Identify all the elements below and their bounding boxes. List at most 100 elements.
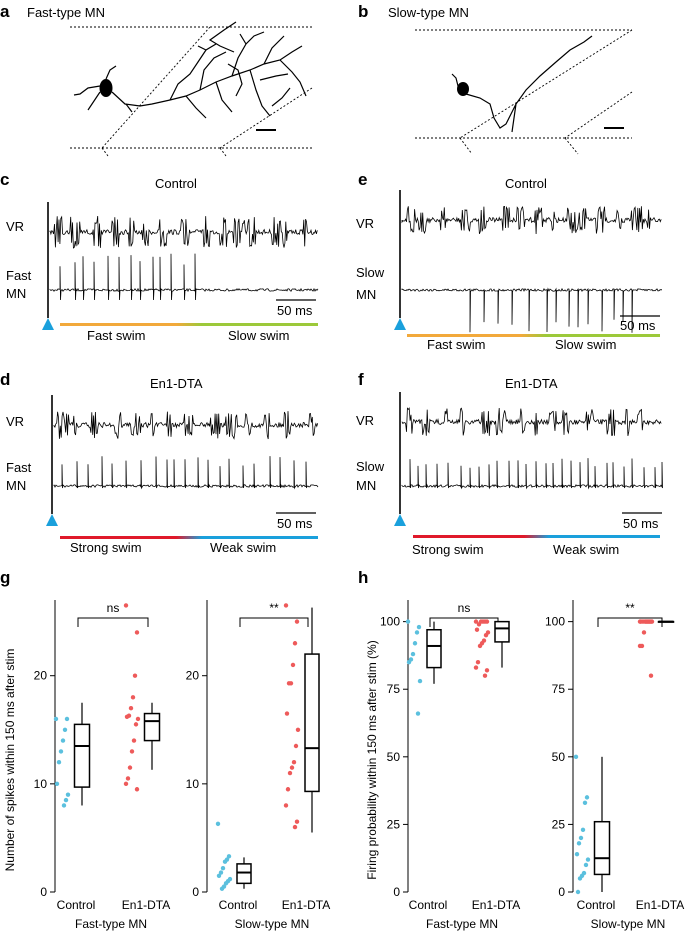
data-point bbox=[412, 641, 418, 646]
data-point bbox=[133, 722, 139, 727]
x-category-label: Control bbox=[57, 898, 96, 912]
panel-letter-b: b bbox=[358, 2, 369, 21]
stim-marker bbox=[46, 514, 58, 526]
series-En1-DTA bbox=[637, 619, 675, 678]
y-tick-label: 0 bbox=[393, 885, 400, 899]
panel-f-title: En1-DTA bbox=[505, 376, 558, 391]
ephys-traces bbox=[42, 190, 663, 539]
x-category-label: En1-DTA bbox=[282, 898, 330, 912]
panel-f-vr-label: VR bbox=[356, 413, 375, 428]
fast-mn-morphology bbox=[70, 21, 313, 157]
significance-bracket bbox=[77, 617, 149, 627]
data-point bbox=[56, 760, 62, 765]
data-point bbox=[128, 705, 134, 711]
panel-f-swim-label-1: Strong swim bbox=[412, 542, 484, 557]
data-point bbox=[54, 781, 60, 787]
panel-d-mn-label-2: MN bbox=[6, 478, 27, 493]
data-point bbox=[475, 659, 481, 665]
panel-b-title: Slow-type MN bbox=[388, 5, 469, 20]
data-point bbox=[474, 627, 480, 632]
data-point bbox=[414, 630, 420, 635]
chart-h-slow: 0 25 50 75 100 Control En1-DTA Slow-type MN ** bbox=[545, 600, 684, 931]
series-Control bbox=[573, 754, 611, 895]
panel-e-mn-label-2: MN bbox=[356, 287, 377, 302]
stim-marker bbox=[394, 514, 406, 526]
data-point bbox=[473, 665, 479, 670]
series-En1-DTA bbox=[123, 603, 161, 792]
data-point bbox=[641, 630, 647, 635]
panel-c-scale-label: 50 ms bbox=[277, 303, 313, 318]
data-point bbox=[134, 630, 140, 635]
stim-marker bbox=[42, 318, 54, 330]
box-plots: 0 10 20 Number of spikes within 150 ms afte… bbox=[3, 600, 684, 931]
data-point bbox=[223, 881, 229, 886]
x-axis-label: Fast-type MN bbox=[426, 917, 498, 931]
swim-phase-bar bbox=[407, 334, 660, 337]
mn-trace bbox=[401, 458, 663, 490]
series-En1-DTA bbox=[283, 603, 320, 833]
y-tick-label: 75 bbox=[552, 682, 566, 696]
box-iqr bbox=[236, 863, 252, 885]
data-point bbox=[575, 889, 581, 895]
data-point bbox=[580, 827, 586, 833]
data-point bbox=[637, 643, 643, 649]
data-point bbox=[222, 859, 228, 864]
swim-phase-bar bbox=[60, 536, 318, 539]
panel-d-scale-label: 50 ms bbox=[277, 516, 313, 531]
y-tick-label: 25 bbox=[552, 817, 566, 831]
data-point bbox=[410, 651, 416, 657]
significance-bracket bbox=[239, 617, 309, 627]
x-category-label: En1-DTA bbox=[472, 898, 520, 912]
data-point bbox=[286, 681, 292, 686]
data-point bbox=[585, 857, 591, 862]
data-point bbox=[60, 738, 66, 743]
data-point bbox=[61, 803, 67, 808]
data-point bbox=[284, 711, 290, 716]
panel-d-traces bbox=[46, 395, 319, 539]
vr-trace bbox=[401, 205, 662, 235]
box-iqr bbox=[426, 628, 442, 669]
data-point bbox=[125, 776, 131, 781]
data-point bbox=[62, 727, 68, 732]
panel-e-mn-label-1: Slow bbox=[356, 265, 385, 280]
significance-label: ** bbox=[269, 601, 279, 615]
y-tick-label: 50 bbox=[387, 750, 401, 764]
data-point bbox=[132, 673, 138, 678]
chart-g-fast: 0 10 20 Number of spikes within 150 ms afte… bbox=[3, 600, 170, 931]
data-point bbox=[134, 787, 140, 792]
data-point bbox=[64, 716, 70, 722]
panel-letter-c: c bbox=[0, 170, 10, 189]
data-point bbox=[135, 716, 141, 722]
panel-e-vr-label: VR bbox=[356, 216, 375, 231]
x-category-label: Control bbox=[577, 898, 616, 912]
y-tick-label: 20 bbox=[186, 669, 200, 683]
panel-a-title: Fast-type MN bbox=[27, 5, 106, 20]
x-category-label: Control bbox=[409, 898, 448, 912]
x-axis-label: Fast-type MN bbox=[75, 917, 147, 931]
data-point bbox=[416, 624, 422, 630]
y-tick-label: 10 bbox=[34, 777, 48, 791]
x-axis-label: Slow-type MN bbox=[235, 917, 310, 931]
data-point bbox=[283, 603, 289, 608]
data-point bbox=[123, 781, 129, 787]
data-point bbox=[638, 619, 644, 624]
series-Control bbox=[53, 702, 91, 808]
data-point bbox=[124, 714, 130, 719]
y-tick-label: 0 bbox=[558, 885, 565, 899]
data-point bbox=[215, 821, 221, 827]
panel-e-swim-label-2: Slow swim bbox=[555, 337, 617, 352]
panel-f-mn-label-2: MN bbox=[356, 478, 377, 493]
data-point bbox=[291, 760, 297, 765]
data-point bbox=[582, 800, 588, 805]
data-point bbox=[226, 854, 232, 859]
mn-trace bbox=[401, 287, 663, 333]
x-axis-label: Slow-type MN bbox=[591, 917, 666, 931]
data-point bbox=[283, 803, 289, 808]
series-En1-DTA bbox=[473, 619, 510, 678]
panel-c-mn-label-1: Fast bbox=[6, 268, 32, 283]
data-point bbox=[574, 851, 580, 857]
data-point bbox=[63, 797, 69, 803]
panel-f-scale-label: 50 ms bbox=[623, 516, 659, 531]
data-point bbox=[285, 787, 291, 792]
